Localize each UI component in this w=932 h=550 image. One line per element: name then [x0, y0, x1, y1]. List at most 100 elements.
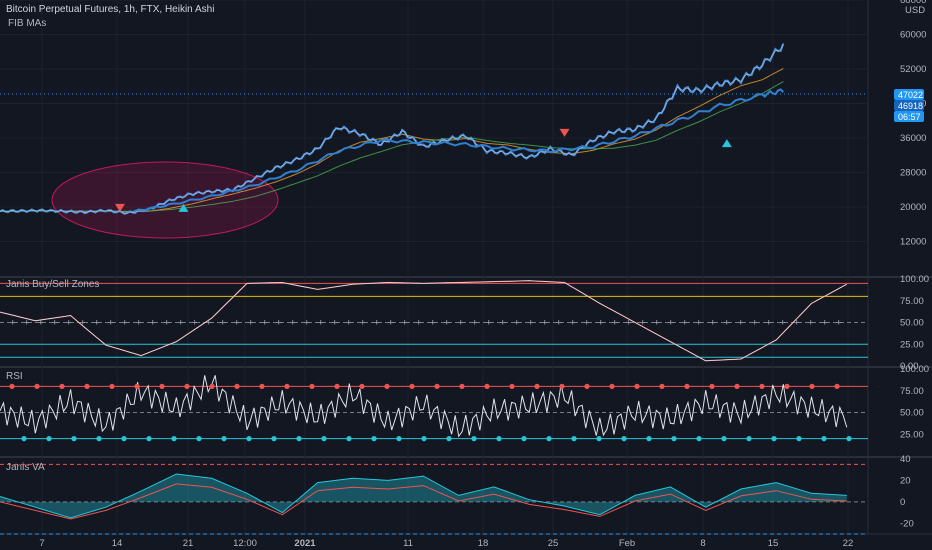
neutral-cross-marker: + [416, 318, 422, 329]
last-price-badge-bg [894, 89, 924, 100]
neutral-cross-marker: + [486, 318, 492, 329]
oversold-dot [71, 436, 77, 442]
overbought-dot [184, 383, 190, 389]
price-axis-unit: USD [905, 5, 925, 16]
neutral-cross-marker: + [612, 318, 618, 329]
overbought-dot [134, 383, 140, 389]
oversold-dot [96, 436, 102, 442]
oversold-dot [221, 436, 227, 442]
neutral-cross-marker: + [528, 318, 534, 329]
va-red-line [0, 483, 847, 520]
neutral-cross-marker: + [290, 318, 296, 329]
oversold-dot [146, 436, 152, 442]
oversold-dot [371, 436, 377, 442]
oversold-dot [621, 436, 627, 442]
indicator-legend[interactable]: FIB MAs [8, 18, 46, 29]
overbought-dot [9, 383, 15, 389]
countdown-badge: 06:57 [894, 111, 924, 122]
neutral-cross-marker: + [626, 318, 632, 329]
neutral-cross-marker: + [780, 318, 786, 329]
neutral-cross-marker: + [94, 318, 100, 329]
second-price-value: 46918 [898, 101, 923, 111]
neutral-cross-marker: + [318, 318, 324, 329]
oversold-dot [771, 436, 777, 442]
price-tick-label: 60000 [900, 30, 926, 41]
overbought-dot [434, 383, 440, 389]
overbought-dot [459, 383, 465, 389]
oversold-dot [396, 436, 402, 442]
neutral-cross-marker: + [164, 318, 170, 329]
osc-tick-label: 50.00 [900, 318, 924, 329]
oversold-dot [596, 436, 602, 442]
oversold-dot [271, 436, 277, 442]
neutral-cross-marker: + [178, 318, 184, 329]
oversold-dot [671, 436, 677, 442]
overbought-dot [309, 383, 315, 389]
oversold-dot [696, 436, 702, 442]
neutral-cross-marker: + [52, 318, 58, 329]
overbought-dot [759, 383, 765, 389]
overbought-dot [684, 383, 690, 389]
x-tick-label: 15 [768, 538, 779, 549]
secondary-series-line [133, 88, 785, 213]
neutral-cross-marker: + [738, 318, 744, 329]
neutral-cross-marker: + [108, 318, 114, 329]
overbought-dot [609, 383, 615, 389]
oversold-dot [321, 436, 327, 442]
osc-tick-label: -20 [900, 518, 914, 529]
x-tick-label: 25 [548, 538, 559, 549]
neutral-cross-marker: + [248, 318, 254, 329]
overbought-dot [334, 383, 340, 389]
neutral-cross-marker: + [388, 318, 394, 329]
x-tick-label: 2021 [294, 538, 316, 549]
x-tick-label: 12:00 [233, 538, 257, 549]
oversold-dot [521, 436, 527, 442]
second-price-badge-bg [894, 100, 924, 111]
sell-marker [114, 203, 125, 212]
overbought-dot [159, 383, 165, 389]
oversold-dot [21, 436, 27, 442]
oversold-dot [846, 436, 852, 442]
grid-lines [0, 0, 932, 535]
x-tick-label: 22 [843, 538, 854, 549]
va-line [0, 473, 847, 519]
overbought-dot [809, 383, 815, 389]
overbought-dot [409, 383, 415, 389]
x-tick-label: 21 [183, 538, 194, 549]
oversold-dot [346, 436, 352, 442]
overbought-dot [659, 383, 665, 389]
neutral-cross-marker: + [192, 318, 198, 329]
va-area [0, 474, 847, 518]
oversold-dot [646, 436, 652, 442]
neutral-cross-marker: + [752, 318, 758, 329]
oversold-dot [496, 436, 502, 442]
chart-title: Bitcoin Perpetual Futures, 1h, FTX, Heik… [6, 4, 214, 15]
overbought-dot [559, 383, 565, 389]
overbought-dot [84, 383, 90, 389]
neutral-cross-marker: + [808, 318, 814, 329]
overbought-dot [209, 383, 215, 389]
neutral-cross-marker: + [304, 318, 310, 329]
neutral-cross-marker: + [724, 318, 730, 329]
rsi-panel[interactable] [0, 375, 868, 442]
price-panel[interactable] [0, 43, 868, 239]
neutral-cross-marker: + [556, 318, 562, 329]
buy-sell-zones-panel[interactable]: + + + + + + + + + + + + + + + + + + + + + + + + + + + + + + + + + + + + + + + +… [0, 280, 868, 362]
countdown-value: 06:57 [898, 112, 921, 122]
osc-tick-label: 75.00 [900, 386, 924, 397]
oversold-dot [721, 436, 727, 442]
neutral-cross-marker: + [374, 318, 380, 329]
neutral-cross-marker: + [640, 318, 646, 329]
neutral-cross-marker: + [150, 318, 156, 329]
neutral-cross-marker: + [136, 318, 142, 329]
janis-va-panel[interactable] [0, 463, 868, 535]
neutral-cross-marker: + [458, 318, 464, 329]
price-tick-label: 20000 [900, 202, 926, 213]
osc-tick-label: 20 [900, 475, 911, 486]
overbought-dot [584, 383, 590, 389]
x-tick-label: 14 [112, 538, 123, 549]
overbought-dot [634, 383, 640, 389]
osc-tick-label: 100.00 [900, 364, 929, 375]
